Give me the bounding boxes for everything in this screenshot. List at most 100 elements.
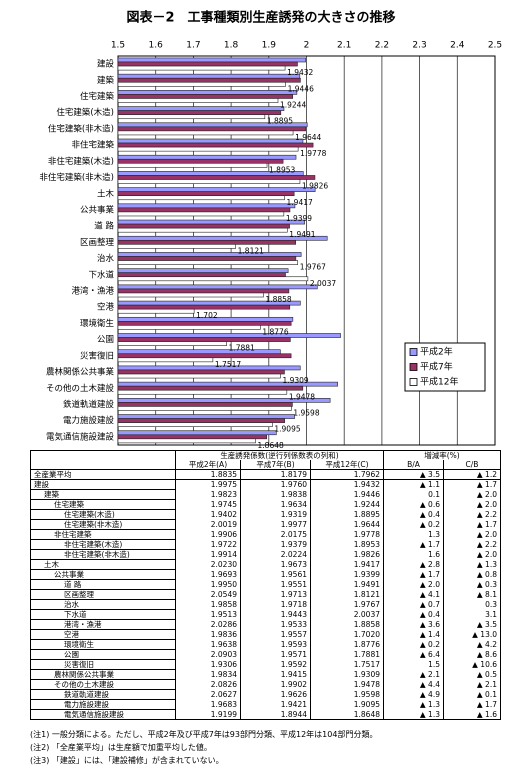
bar: [117, 365, 301, 371]
bar: [117, 438, 256, 444]
data-label: 1.9417: [287, 198, 313, 207]
y-tick-label: 空港: [97, 302, 115, 313]
data-label: 1.702: [196, 311, 218, 320]
table-row: 住宅建築(木造) 1.9402 1.9319 1.8895 ▲ 0.4 ▲ 2.2: [30, 509, 501, 520]
y-tick-label: 災害復旧: [80, 350, 114, 361]
table-row: 非住宅建築(非木造) 1.9914 2.0224 1.9826 1.6 ▲ 2.0: [30, 549, 501, 560]
data-label: 1.8953: [269, 165, 295, 174]
table-cell: ▲ 1.6: [443, 709, 501, 720]
table-row: 土木 2.0230 1.9673 1.9417 ▲ 2.8 ▲ 1.3: [30, 559, 501, 570]
note: (注3) 「建設」には、「建設補修」が含まれていない。: [30, 756, 224, 765]
legend-label: 平成12年: [420, 376, 458, 388]
table-cell: 3.1: [443, 609, 501, 620]
table-cell: 1.9693: [175, 569, 241, 580]
x-tick-label: 2.1: [337, 41, 351, 51]
table-cell: 1.9421: [240, 699, 311, 710]
table-row: 道 路 1.9950 1.9551 1.9491 ▲ 2.0 ▲ 0.3: [30, 579, 501, 590]
table-cell: 1.8953: [310, 539, 384, 550]
data-label: 1.9432: [287, 68, 313, 77]
table-cell: 1.9417: [310, 559, 384, 570]
bar: [117, 65, 286, 71]
bar: [117, 349, 281, 355]
table-row: 空港 1.9836 1.9557 1.7020 ▲ 1.4 ▲ 13.0: [30, 629, 501, 640]
table-cell: 1.8858: [310, 619, 384, 630]
table-cell: 1.9834: [175, 669, 241, 680]
data-label: 1.9478: [289, 392, 315, 401]
bar: [117, 434, 267, 440]
table-cell: 1.9399: [310, 569, 384, 580]
table-cell: 1.8895: [310, 509, 384, 520]
bar: [117, 288, 290, 294]
data-label: 1.9446: [288, 84, 314, 93]
table-cell: 2.0903: [175, 649, 241, 660]
table-cell: 1.9826: [310, 549, 384, 560]
row-label: 港湾・漁港: [30, 619, 176, 630]
data-label: 1.7517: [215, 360, 241, 369]
data-label: 1.8858: [265, 295, 291, 304]
table-cell: 1.9760: [240, 479, 311, 490]
table-cell: 1.3: [383, 529, 444, 540]
bar: [117, 260, 299, 265]
y-tick-label: 港湾・漁港: [71, 286, 114, 297]
header-cell: 生産誘発係数(逆行列係数表の列和): [175, 450, 384, 460]
bar: [117, 162, 268, 168]
y-tick-label: 非住宅建築: [71, 140, 114, 151]
data-label: 1.8121: [238, 246, 264, 255]
table-cell: 1.9598: [310, 689, 384, 700]
row-label: 区画整理: [30, 589, 176, 600]
bar: [117, 284, 318, 290]
table-cell: 2.0627: [175, 689, 241, 700]
chart-title: 図表－2 工事種類別生産誘発の大きさの推移: [126, 10, 395, 26]
row-label: 住宅建築(非木造): [30, 519, 176, 530]
plot-frame: [117, 55, 496, 446]
row-label: 公園: [30, 649, 176, 660]
y-tick-label: 区画整理: [80, 237, 115, 248]
bar: [117, 341, 227, 346]
y-tick-label: 非住宅建築(非木造): [39, 172, 114, 183]
row-label: 災害復旧: [30, 659, 176, 670]
table-cell: 1.9551: [240, 579, 311, 590]
table-cell: ▲ 1.7: [443, 519, 501, 530]
table-cell: 1.9199: [175, 709, 241, 720]
bar: [117, 211, 285, 217]
legend-box: [404, 342, 486, 392]
bar: [117, 203, 296, 209]
table-cell: 1.9571: [240, 649, 311, 660]
y-tick-label: 土木: [97, 188, 115, 199]
table-cell: 1.9593: [240, 639, 311, 650]
header-cell: [30, 460, 176, 470]
header-cell: B/A: [383, 460, 444, 470]
table-row: 住宅建築 1.9745 1.9634 1.9244 ▲ 0.6 ▲ 2.0: [30, 499, 501, 510]
bar: [117, 406, 292, 411]
table-cell: 1.9306: [175, 659, 241, 670]
bar: [117, 146, 299, 152]
data-label: 1.9826: [302, 182, 328, 191]
table-cell: 1.9722: [175, 539, 241, 550]
y-tick-label: 鉄道軌道建設: [63, 399, 115, 410]
table-cell: ▲ 3.5: [443, 619, 501, 630]
table-row: 建築 1.9823 1.9838 1.9446 0.1 ▲ 2.0: [30, 489, 501, 500]
bar: [117, 276, 309, 282]
y-tick-label: 公園: [97, 335, 114, 345]
table-cell: ▲ 0.7: [383, 599, 444, 610]
table-cell: 1.9823: [175, 489, 241, 500]
bar: [117, 272, 286, 278]
table-cell: ▲ 1.2: [443, 469, 501, 480]
table-cell: 1.8121: [310, 589, 384, 600]
y-tick-label: 下水道: [88, 269, 114, 280]
notes: (注1) 一般分類による。ただし、平成2年及び平成7年は93部門分類、平成12年…: [30, 728, 377, 767]
table-cell: 1.9902: [240, 679, 311, 690]
table-cell: 1.8944: [240, 709, 311, 720]
y-tick-label: 農林関係公共事業: [46, 367, 115, 378]
table-cell: ▲ 0.4: [383, 509, 444, 520]
table-cell: 1.8776: [310, 639, 384, 650]
table-cell: 1.9319: [240, 509, 311, 520]
bar: [117, 207, 291, 213]
table-cell: ▲ 1.1: [383, 479, 444, 490]
row-label: 住宅建築: [30, 499, 176, 510]
bar: [117, 110, 282, 115]
table-cell: 2.0175: [240, 529, 311, 540]
table-cell: 2.0286: [175, 619, 241, 630]
row-label: 土木: [30, 559, 176, 570]
